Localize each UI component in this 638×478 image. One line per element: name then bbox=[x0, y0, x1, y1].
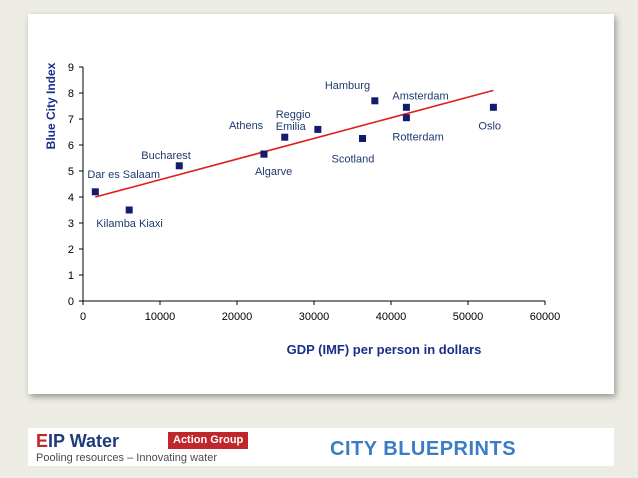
scatter-chart: 0 1 2 3 4 5 6 7 8 9 0 10000 20000 30000 40000 50000 6000… bbox=[44, 62, 560, 357]
point-label-bucharest: Bucharest bbox=[141, 150, 191, 162]
y-tick-label: 3 bbox=[68, 218, 74, 230]
point-label-rotterdam: Rotterdam bbox=[392, 132, 443, 144]
point-label-dar-es-salaam: Dar es Salaam bbox=[87, 169, 160, 181]
x-axis-label: GDP (IMF) per person in dollars bbox=[287, 342, 482, 357]
y-tick-label: 2 bbox=[68, 244, 74, 256]
x-tick-label: 60000 bbox=[530, 311, 561, 323]
point-label-kilamba-kiaxi: Kilamba Kiaxi bbox=[96, 218, 163, 230]
data-point-rotterdam bbox=[402, 114, 410, 122]
point-labels: Dar es Salaam Kilamba Kiaxi Bucharest Athen… bbox=[87, 80, 501, 230]
point-label-line: Emilia bbox=[276, 121, 307, 133]
data-points bbox=[91, 97, 497, 214]
point-label-reggio-emilia: Reggio Emilia bbox=[276, 109, 311, 133]
footer-title: CITY BLUEPRINTS bbox=[330, 438, 517, 460]
data-point-bucharest bbox=[175, 162, 183, 170]
data-point-hamburg bbox=[371, 97, 379, 105]
x-tick-label: 0 bbox=[80, 311, 86, 323]
x-tick-label: 50000 bbox=[453, 311, 484, 323]
point-label-oslo: Oslo bbox=[478, 120, 501, 132]
logo-wordmark: IP Water bbox=[48, 431, 120, 451]
logo-tagline: Pooling resources – Innovating water bbox=[36, 452, 217, 464]
data-point-algarve bbox=[260, 150, 268, 158]
y-tick-label: 9 bbox=[68, 62, 74, 74]
y-tick-label: 1 bbox=[68, 270, 74, 282]
y-tick-label: 4 bbox=[68, 192, 74, 204]
logo-letter-e: E bbox=[36, 431, 49, 451]
y-axis-label: Blue City Index bbox=[44, 62, 58, 149]
y-tick-label: 7 bbox=[68, 114, 74, 126]
point-label-scotland: Scotland bbox=[332, 154, 375, 166]
data-point-reggio-emilia bbox=[281, 133, 289, 141]
x-tick-label: 30000 bbox=[299, 311, 330, 323]
x-tick-label: 40000 bbox=[376, 311, 407, 323]
x-tick-label: 20000 bbox=[222, 311, 253, 323]
trendline bbox=[95, 89, 494, 198]
data-point bbox=[314, 125, 322, 133]
y-tick-label: 8 bbox=[68, 88, 74, 100]
point-label-amsterdam: Amsterdam bbox=[392, 90, 448, 102]
data-point-scotland bbox=[359, 135, 367, 142]
chart-axes: 0 1 2 3 4 5 6 7 8 9 0 10000 20000 30000 40000 50000 6000… bbox=[68, 62, 560, 323]
point-label-line: Reggio bbox=[276, 109, 311, 121]
x-tick-label: 10000 bbox=[145, 311, 176, 323]
eip-water-logo: EIP Water bbox=[36, 431, 119, 451]
trendline-layer bbox=[95, 89, 494, 198]
footer-band bbox=[28, 428, 614, 466]
slide-card: 0 1 2 3 4 5 6 7 8 9 0 10000 20000 30000 40000 50000 6000… bbox=[28, 14, 614, 394]
y-tick-label: 5 bbox=[68, 166, 74, 178]
data-point-oslo bbox=[489, 103, 497, 111]
y-tick-label: 6 bbox=[68, 140, 74, 152]
action-group-badge: Action Group bbox=[168, 432, 249, 449]
point-label-algarve: Algarve bbox=[255, 166, 292, 178]
point-label-athens: Athens bbox=[229, 120, 264, 132]
data-point-amsterdam bbox=[402, 103, 410, 111]
data-point-dar-es-salaam bbox=[91, 188, 99, 196]
y-tick-label: 0 bbox=[68, 296, 74, 308]
point-label-hamburg: Hamburg bbox=[325, 80, 370, 92]
data-point-kilamba-kiaxi bbox=[125, 206, 133, 214]
